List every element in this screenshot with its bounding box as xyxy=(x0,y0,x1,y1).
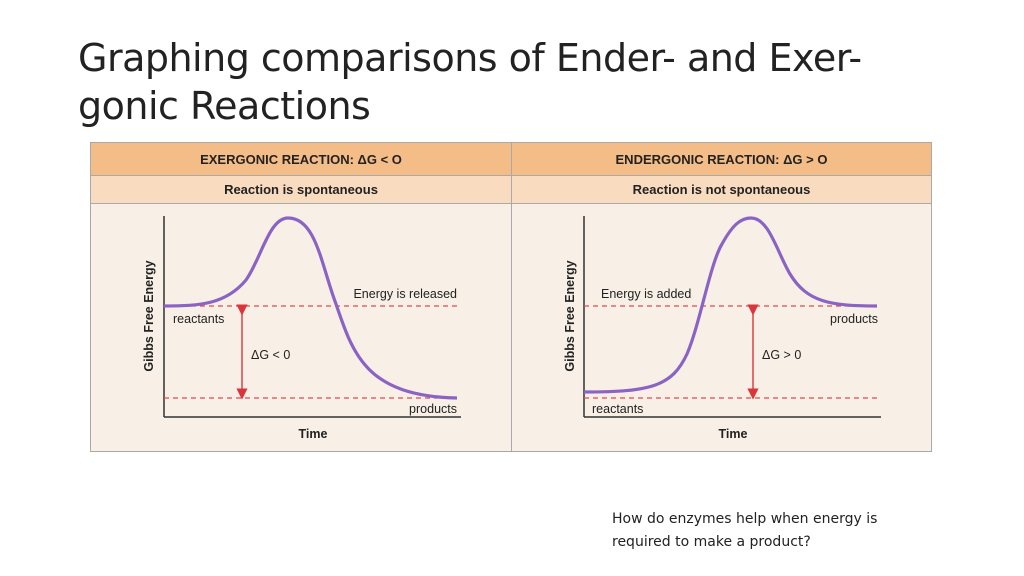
endergonic-panel: ENDERGONIC REACTION: ΔG > O Reaction is … xyxy=(512,143,931,451)
free-energy-curve xyxy=(583,216,878,394)
reaction-comparison-figure: EXERGONIC REACTION: ΔG < O Reaction is s… xyxy=(90,142,932,452)
x-axis-label: Time xyxy=(719,427,748,441)
endergonic-header: ENDERGONIC REACTION: ΔG > O xyxy=(512,143,931,176)
energy-change-label: Energy is released xyxy=(353,287,457,301)
y-axis-label: Gibbs Free Energy xyxy=(142,260,156,371)
products-label: products xyxy=(830,312,878,326)
slide-title: Graphing comparisons of Ender- and Exer-… xyxy=(78,34,938,130)
delta-g-label: ΔG > 0 xyxy=(762,348,801,362)
question-note: How do enzymes help when energy is requi… xyxy=(612,511,878,550)
x-axis-label: Time xyxy=(299,427,328,441)
delta-g-label: ΔG < 0 xyxy=(251,348,290,362)
reactants-label: reactants xyxy=(173,312,224,326)
y-axis-label: Gibbs Free Energy xyxy=(563,260,577,371)
energy-change-label: Energy is added xyxy=(601,287,691,301)
free-energy-curve xyxy=(163,216,458,400)
exergonic-subheader: Reaction is spontaneous xyxy=(91,176,511,204)
exergonic-header: EXERGONIC REACTION: ΔG < O xyxy=(91,143,511,176)
exergonic-panel: EXERGONIC REACTION: ΔG < O Reaction is s… xyxy=(91,143,512,451)
slide-title-line-1: Graphing comparisons of Ender- and Exer- xyxy=(78,36,862,80)
endergonic-energy-graph: reactants products Energy is added ΔG > … xyxy=(563,216,881,441)
endergonic-subheader: Reaction is not spontaneous xyxy=(512,176,931,204)
products-label: products xyxy=(409,402,457,416)
reactants-label: reactants xyxy=(592,402,643,416)
exergonic-energy-graph: reactants products Energy is released ΔG… xyxy=(142,216,461,441)
slide-title-line-2: gonic Reactions xyxy=(78,84,371,128)
